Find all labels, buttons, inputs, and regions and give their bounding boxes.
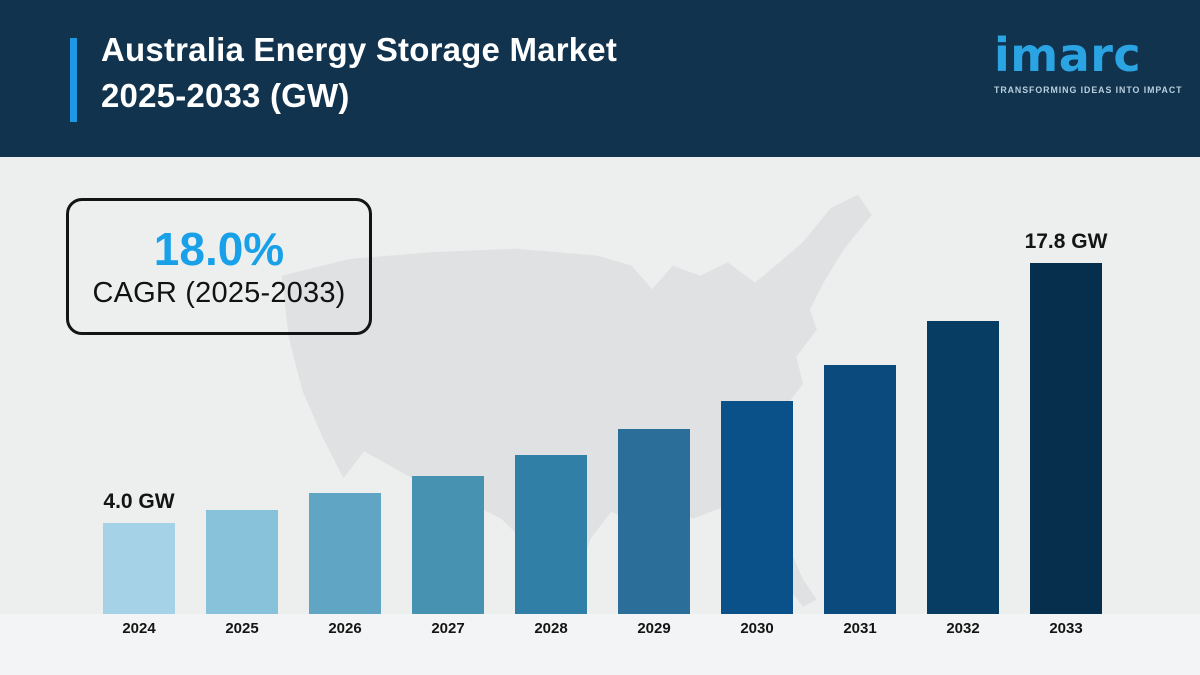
x-axis-label-2033: 2033 <box>1049 620 1083 637</box>
x-axis-label-2028: 2028 <box>534 620 568 637</box>
x-axis-label-2027: 2027 <box>431 620 465 637</box>
imarc-logo-wordmark: imarc <box>994 28 1142 82</box>
data-label-2033: 17.8 GW <box>1024 230 1108 253</box>
x-axis-label-2025: 2025 <box>225 620 259 637</box>
x-axis-label-2024: 2024 <box>122 620 156 637</box>
bar-2032 <box>927 321 999 614</box>
chart-baseline-strip <box>0 614 1200 675</box>
cagr-label: CAGR (2025-2033) <box>92 276 346 309</box>
cagr-callout-box: 18.0% CAGR (2025-2033) <box>66 198 372 335</box>
imarc-logo-tagline: TRANSFORMING IDEAS INTO IMPACT <box>994 85 1183 95</box>
header: Australia Energy Storage Market 2025-203… <box>0 0 1200 157</box>
bar-2024 <box>103 523 175 614</box>
x-axis-label-2032: 2032 <box>946 620 980 637</box>
page-title-line2: 2025-2033 (GW) <box>101 77 350 114</box>
page-title-line1: Australia Energy Storage Market <box>101 31 618 68</box>
bar-2033 <box>1030 263 1102 614</box>
bar-2029 <box>618 429 690 614</box>
bar-2027 <box>412 476 484 614</box>
bar-2030 <box>721 401 793 614</box>
page-title: Australia Energy Storage Market 2025-203… <box>101 27 617 119</box>
cagr-value: 18.0% <box>153 222 285 275</box>
x-axis-label-2026: 2026 <box>328 620 362 637</box>
data-label-2024: 4.0 GW <box>103 490 175 513</box>
imarc-logo: imarc TRANSFORMING IDEAS INTO IMPACT <box>994 26 1183 95</box>
bar-2026 <box>309 493 381 614</box>
x-axis-label-2030: 2030 <box>740 620 774 637</box>
bar-2025 <box>206 510 278 614</box>
title-accent-bar <box>70 38 77 122</box>
bar-2031 <box>824 365 896 614</box>
bar-2028 <box>515 455 587 614</box>
x-axis-label-2031: 2031 <box>843 620 877 637</box>
x-axis-label-2029: 2029 <box>637 620 671 637</box>
